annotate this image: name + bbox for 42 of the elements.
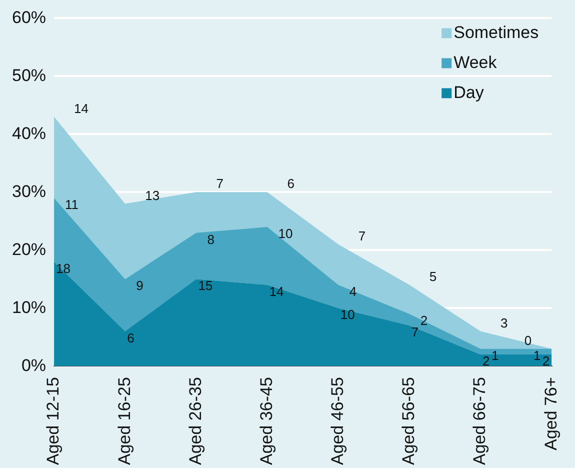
data-label: 8 (207, 232, 214, 247)
data-label: 9 (136, 278, 144, 294)
x-tick-label: Aged 56-65 (399, 377, 418, 465)
data-label: 6 (127, 330, 134, 346)
data-label: 1 (533, 348, 541, 363)
x-tick-label: Aged 76+ (541, 377, 560, 450)
data-label: 7 (216, 176, 224, 192)
y-tick-label: 20% (12, 240, 46, 259)
data-label: 5 (429, 268, 437, 284)
y-tick-label: 60% (12, 8, 46, 27)
legend-label: Day (454, 82, 484, 102)
y-tick-label: 30% (12, 182, 46, 201)
data-label: 1 (492, 348, 499, 363)
data-label: 13 (145, 188, 160, 203)
data-label: 14 (74, 100, 88, 116)
data-label: 10 (340, 307, 355, 322)
data-label: 2 (420, 312, 428, 328)
data-label: 18 (56, 260, 70, 276)
data-label: 3 (500, 315, 508, 330)
data-label: 2 (542, 354, 550, 369)
y-tick-label: 10% (12, 298, 46, 317)
data-label: 2 (482, 354, 490, 369)
x-tick-label: Aged 12-15 (44, 377, 63, 465)
data-label: 14 (269, 284, 284, 299)
data-label: 4 (349, 284, 357, 299)
x-tick-label: Aged 16-25 (114, 377, 134, 465)
x-tick-label: Aged 46-55 (328, 377, 348, 465)
data-label: 11 (65, 197, 79, 212)
data-label: 7 (358, 228, 366, 244)
legend-label: Sometimes (454, 22, 539, 42)
x-tick-label: Aged 36-45 (256, 377, 276, 465)
data-label: 15 (198, 278, 213, 294)
data-label: 6 (287, 176, 295, 192)
y-tick-label: 40% (12, 124, 46, 143)
legend-label: Week (454, 52, 498, 72)
data-label: 7 (411, 324, 419, 340)
y-tick-label: 50% (12, 66, 46, 85)
data-label: 10 (278, 226, 293, 242)
data-label: 0 (524, 332, 532, 348)
x-tick-label: Aged 26-35 (186, 377, 205, 465)
x-tick-label: Aged 66-75 (470, 377, 490, 465)
y-tick-label: 0% (21, 356, 46, 375)
